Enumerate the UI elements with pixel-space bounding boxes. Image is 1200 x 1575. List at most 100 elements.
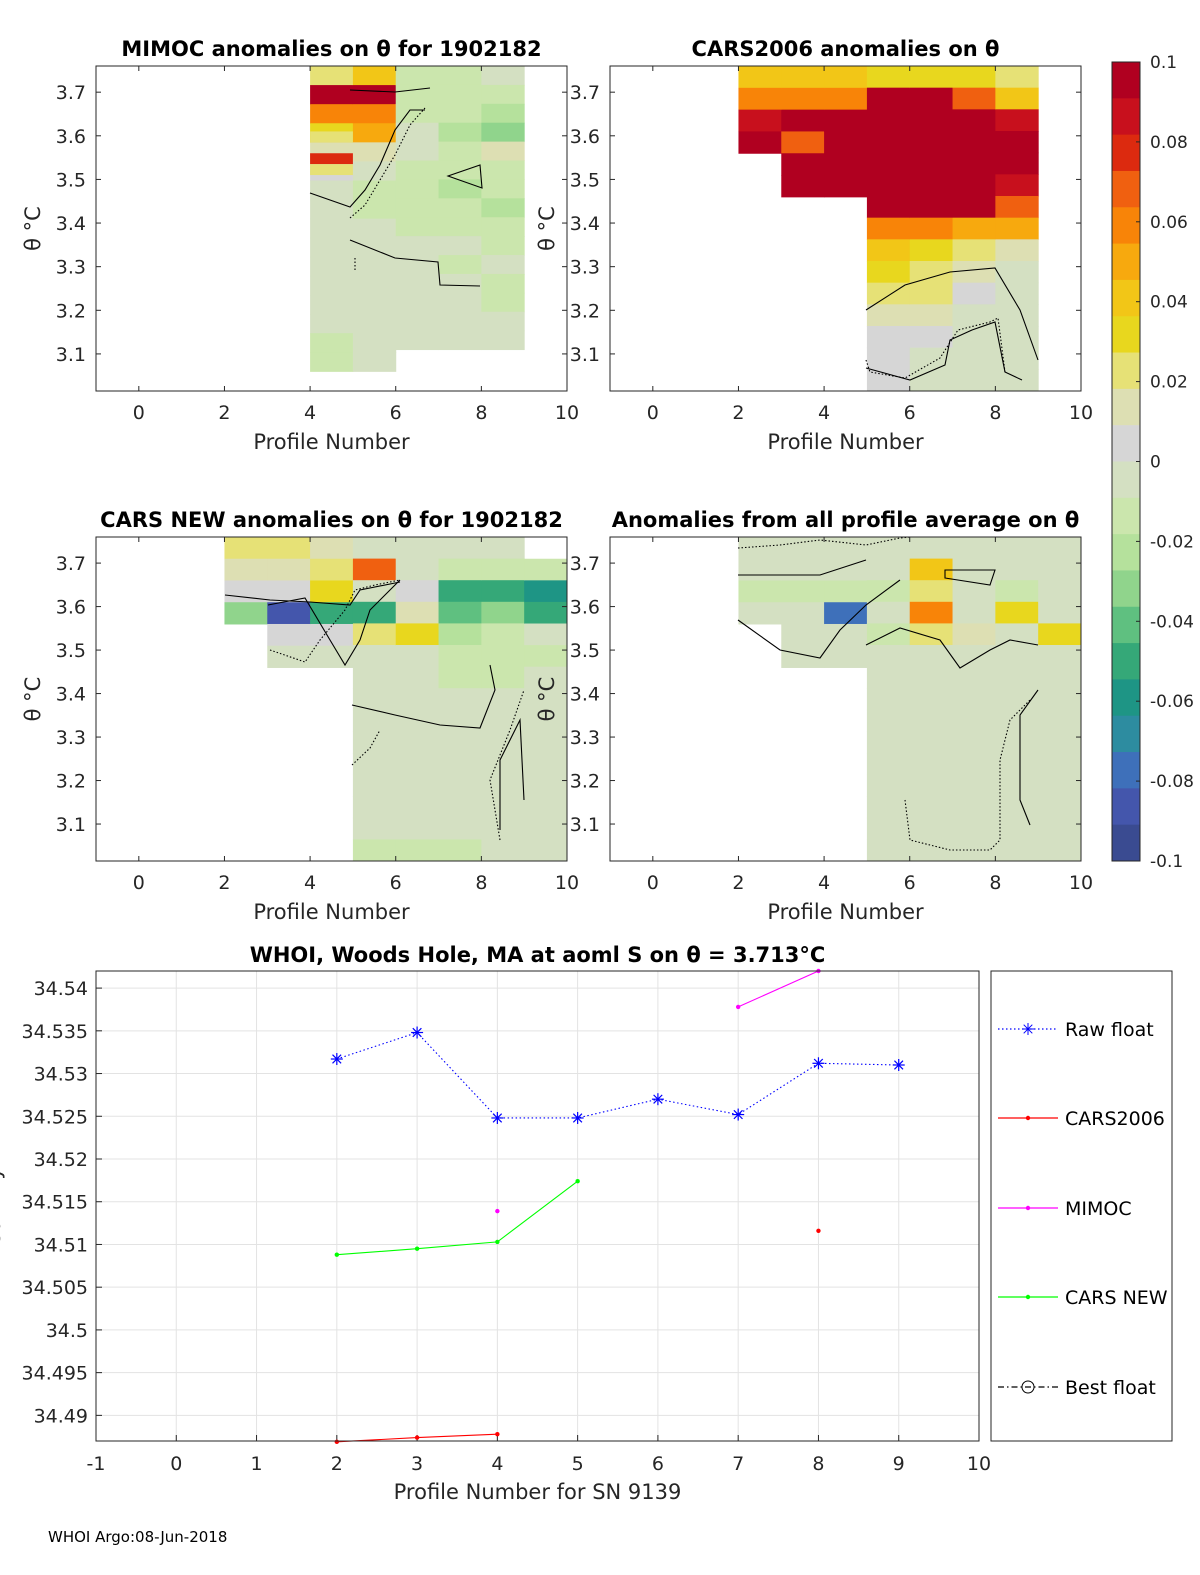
heatmap-cell bbox=[909, 580, 954, 603]
colorbar-swatch bbox=[1112, 352, 1140, 390]
axes-box bbox=[609, 536, 1082, 862]
contour-line bbox=[737, 579, 901, 659]
heatmap-cell bbox=[481, 198, 525, 218]
heatmap-cell bbox=[738, 580, 782, 603]
y-tick-label: 3.7 bbox=[570, 82, 600, 104]
heatmap-cell bbox=[952, 369, 996, 391]
contour-line-dotted bbox=[349, 107, 426, 219]
y-axis-label: Salinity bbox=[0, 1167, 5, 1245]
x-tick-label: 2 bbox=[732, 872, 744, 894]
heatmap-cell bbox=[310, 164, 353, 176]
x-tick-label: 8 bbox=[989, 402, 1001, 424]
star-stroke bbox=[492, 1113, 503, 1123]
x-tick-label: 2 bbox=[331, 1453, 343, 1475]
heatmap-cell bbox=[224, 580, 268, 603]
heatmap-cell bbox=[995, 817, 1039, 840]
heatmap-cell bbox=[481, 66, 525, 86]
heatmap-cell bbox=[524, 753, 567, 776]
x-tick-label: 8 bbox=[475, 872, 487, 894]
heatmap-cell bbox=[909, 645, 954, 668]
heatmap-cell bbox=[267, 602, 311, 625]
heatmap-cell bbox=[909, 623, 954, 646]
heatmap-cell bbox=[952, 623, 996, 646]
heatmap-cell bbox=[438, 623, 482, 646]
heatmap-cell bbox=[310, 153, 353, 165]
y-tick-label: 3.3 bbox=[56, 257, 86, 279]
contour-line bbox=[499, 717, 525, 830]
y-tick-label: 3.5 bbox=[56, 640, 86, 662]
heatmap-cell bbox=[995, 558, 1039, 581]
heatmap-cell bbox=[824, 131, 868, 154]
x-axis-label: Profile Number bbox=[253, 900, 410, 924]
star-stroke bbox=[653, 1094, 663, 1104]
heatmap-cell bbox=[995, 537, 1039, 560]
colorbar-swatch bbox=[1112, 134, 1140, 172]
heatmap-cell bbox=[481, 217, 525, 237]
heatmap-cell bbox=[395, 645, 440, 668]
heatmap-cell bbox=[395, 311, 440, 332]
heatmap-cell bbox=[481, 255, 525, 275]
heatmap-cell bbox=[866, 87, 911, 110]
heatmap-cell bbox=[395, 217, 440, 237]
y-tick-label: 3.6 bbox=[570, 597, 600, 619]
heatmap-cell bbox=[909, 688, 954, 711]
heatmap-cell bbox=[1038, 796, 1081, 819]
heatmap-cell bbox=[438, 753, 482, 776]
heatmap-cell bbox=[524, 709, 567, 732]
heatmap-cell bbox=[866, 66, 911, 89]
heatmap-cell bbox=[781, 87, 825, 111]
y-axis-label: θ °C bbox=[535, 206, 559, 251]
heatmap-cell bbox=[824, 175, 868, 198]
legend-label: MIMOC bbox=[1065, 1198, 1132, 1220]
heatmap-cell bbox=[909, 753, 954, 776]
heatmap-cell bbox=[395, 179, 440, 199]
data-point bbox=[812, 1057, 825, 1070]
x-tick-label: 6 bbox=[904, 402, 916, 424]
plot-title: WHOI, Woods Hole, MA at aoml S on θ = 3.… bbox=[250, 943, 826, 967]
contour-line bbox=[944, 569, 996, 586]
heatmap-cell bbox=[395, 774, 440, 797]
heatmap-cell bbox=[1038, 688, 1081, 711]
colorbar-tick-label: -0.08 bbox=[1150, 772, 1194, 792]
x-tick-label: 4 bbox=[491, 1453, 503, 1475]
heatmap-cell bbox=[310, 333, 354, 353]
x-tick-label: 0 bbox=[647, 402, 659, 424]
contour-line bbox=[349, 87, 431, 93]
heatmap-cell bbox=[952, 347, 996, 370]
heatmap-cells bbox=[309, 66, 525, 372]
y-tick-label: 3.4 bbox=[570, 684, 600, 706]
heatmap-cell bbox=[909, 217, 954, 240]
heatmap-cell bbox=[781, 602, 825, 625]
x-tick-label: 8 bbox=[475, 402, 487, 424]
heatmap-cell bbox=[352, 199, 397, 220]
heatmap-cell bbox=[524, 688, 567, 711]
heatmap-cell bbox=[352, 123, 397, 143]
heatmap-cell bbox=[438, 66, 482, 86]
heatmap-cell bbox=[352, 580, 397, 603]
contour-line bbox=[349, 239, 481, 287]
heatmap-cells bbox=[738, 66, 1039, 391]
heatmap-cell bbox=[395, 236, 440, 256]
heatmap-cell bbox=[1038, 731, 1081, 754]
heatmap-cell bbox=[481, 839, 525, 861]
contour-line bbox=[267, 579, 401, 667]
y-tick-label: 34.495 bbox=[22, 1363, 88, 1385]
heatmap-cell bbox=[481, 774, 525, 797]
colorbar-swatch bbox=[1112, 207, 1140, 245]
heatmap-cell bbox=[866, 709, 911, 732]
colorbar: 0.1 0.08 0.06 0.04 0.02 0 -0.02 -0.04 -0.06 -0.08… bbox=[1111, 53, 1194, 872]
heatmap-cell bbox=[481, 236, 525, 256]
heatmap-cell bbox=[438, 160, 482, 180]
heatmap-cell bbox=[267, 537, 311, 560]
x-axis-label: Profile Number bbox=[253, 430, 410, 454]
heatmap-cell bbox=[1038, 774, 1081, 797]
heatmap-cell bbox=[866, 558, 911, 581]
heatmap-cells bbox=[737, 537, 1081, 861]
heatmap-cell bbox=[995, 839, 1039, 861]
heatmap-cell bbox=[438, 292, 482, 313]
y-tick-label: 3.6 bbox=[570, 126, 600, 148]
heatmap-cell bbox=[738, 602, 782, 625]
heatmap-cell bbox=[952, 666, 996, 689]
legend-marker bbox=[1021, 1380, 1035, 1394]
heatmap-cell bbox=[909, 839, 954, 861]
